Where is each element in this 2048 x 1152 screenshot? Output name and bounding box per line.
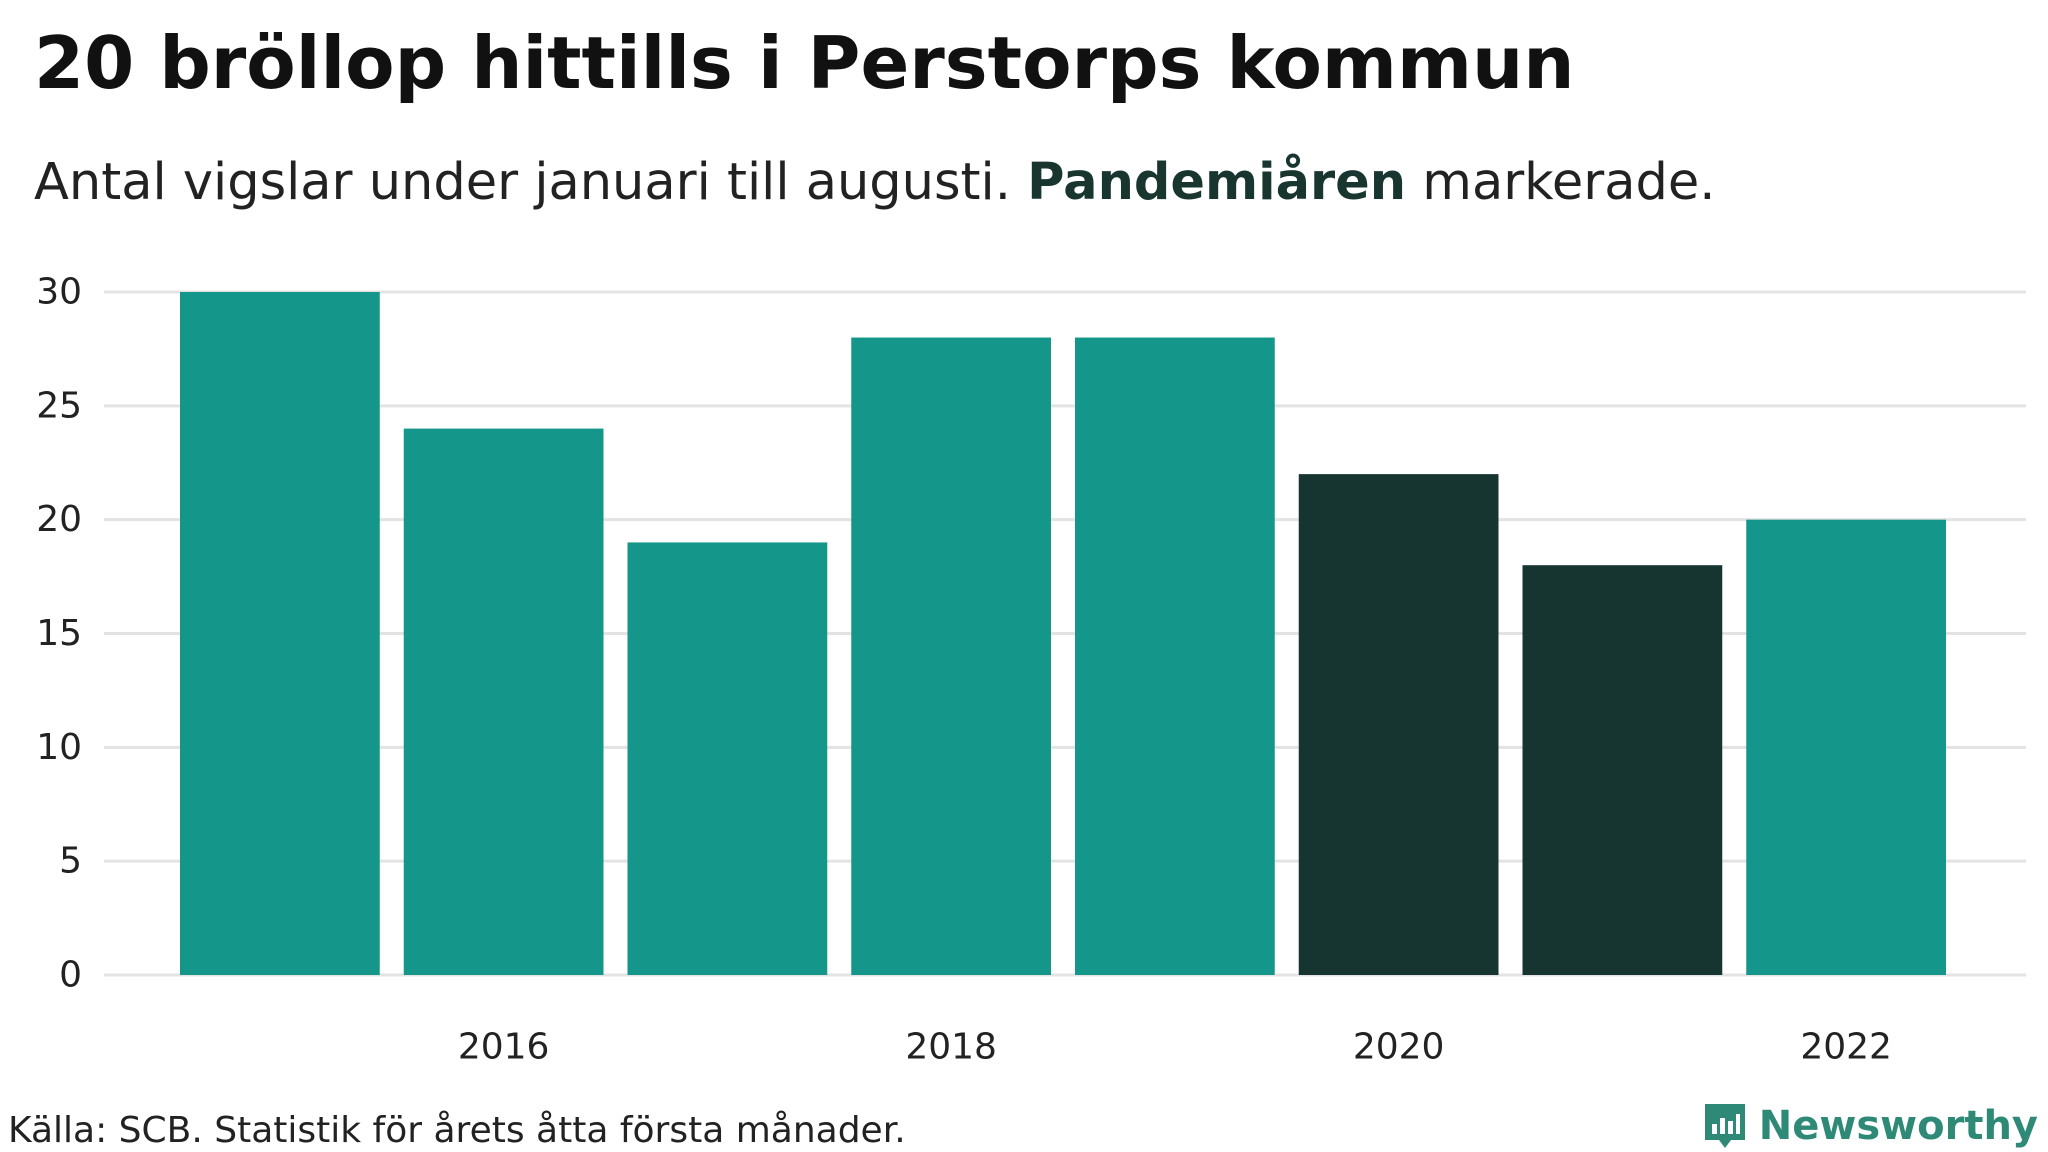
bar-2017 xyxy=(627,542,828,975)
x-tick-label-2018: 2018 xyxy=(905,1027,997,1068)
y-tick-label-30: 30 xyxy=(36,272,82,313)
x-tick-label-2022: 2022 xyxy=(1800,1027,1892,1068)
newsworthy-logo: Newsworthy xyxy=(1701,1102,2038,1150)
grid-lines xyxy=(104,290,2026,977)
y-axis-labels: 0 5 10 15 20 25 30 xyxy=(36,272,82,996)
source-note: Källa: SCB. Statistik för årets åtta för… xyxy=(8,1110,906,1151)
bar-2020 xyxy=(1298,474,1499,975)
bar-2021 xyxy=(1522,565,1723,975)
subtitle-text-end: markerade. xyxy=(1406,153,1716,212)
x-tick-label-2020: 2020 xyxy=(1353,1027,1445,1068)
bar-2016 xyxy=(403,428,604,976)
bar-chart-speech-bubble-icon xyxy=(1704,1104,1745,1148)
bar-2022 xyxy=(1746,519,1946,975)
x-axis-labels: 2016 2018 2020 2022 xyxy=(458,1027,1892,1068)
bar-2015 xyxy=(180,292,380,975)
y-tick-label-20: 20 xyxy=(36,499,82,540)
chart-title: 20 bröllop hittills i Perstorps kommun xyxy=(34,21,1575,105)
logo-text: Newsworthy xyxy=(1758,1103,2038,1149)
chart-subtitle: Antal vigslar under januari till augusti… xyxy=(34,152,1715,213)
y-tick-label-10: 10 xyxy=(36,727,82,768)
bar-2019 xyxy=(1075,337,1275,975)
subtitle-highlight: Pandemiåren xyxy=(1027,153,1407,212)
bars xyxy=(180,292,1946,976)
y-tick-label-0: 0 xyxy=(59,955,82,996)
y-tick-label-15: 15 xyxy=(36,613,82,654)
y-tick-label-25: 25 xyxy=(36,385,82,426)
bar-2018 xyxy=(851,337,1051,975)
y-tick-label-5: 5 xyxy=(59,841,82,882)
x-tick-label-2016: 2016 xyxy=(458,1027,550,1068)
subtitle-text: Antal vigslar under januari till augusti… xyxy=(34,153,1028,212)
